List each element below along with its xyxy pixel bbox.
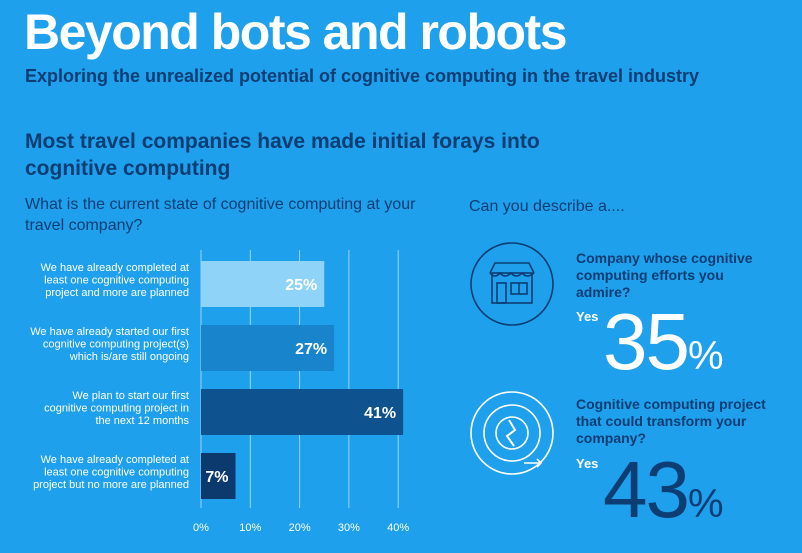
stat-2-question: Cognitive computing project that could t… [576,396,766,446]
circular-arrow-icon [470,391,554,475]
right-panel-question: Can you describe a.... [469,198,625,215]
x-tick-label: 40% [387,522,409,534]
category-label: We have already completed at least one co… [33,454,189,491]
stat-1-question: Company whose cognitive computing effort… [576,250,753,300]
bar-chart: 0% 10% 20% 30% 40% 25% We have already complet… [30,250,409,534]
stat-1-answer: Yes [576,309,599,324]
category-label: We have already started our first cogniti… [30,326,189,363]
x-tick-label: 30% [338,522,360,534]
data-label: 25% [285,277,317,294]
category-label: We have already completed at least one co… [41,262,189,299]
x-tick-label: 10% [239,522,261,534]
data-label: 27% [295,341,327,358]
stat-2-value: 43% [603,445,724,534]
data-label: 41% [364,405,396,422]
bar [201,389,404,435]
category-label: We plan to start our first cognitive comp… [44,390,189,427]
data-label: 7% [205,469,228,486]
page-title: Beyond bots and robots [24,4,568,60]
page-subtitle: Exploring the unrealized potential of co… [25,66,700,86]
x-tick-label: 0% [193,522,209,534]
section-headline: Most travel companies have made initial … [25,130,540,180]
chart-title: What is the current state of cognitive c… [25,196,416,234]
stat-2-answer: Yes [576,456,599,471]
bar [201,325,335,371]
bar [201,453,236,499]
storefront-icon [470,242,554,326]
x-tick-label: 20% [289,522,311,534]
bar [201,261,325,307]
stat-1-value: 35% [603,297,724,386]
